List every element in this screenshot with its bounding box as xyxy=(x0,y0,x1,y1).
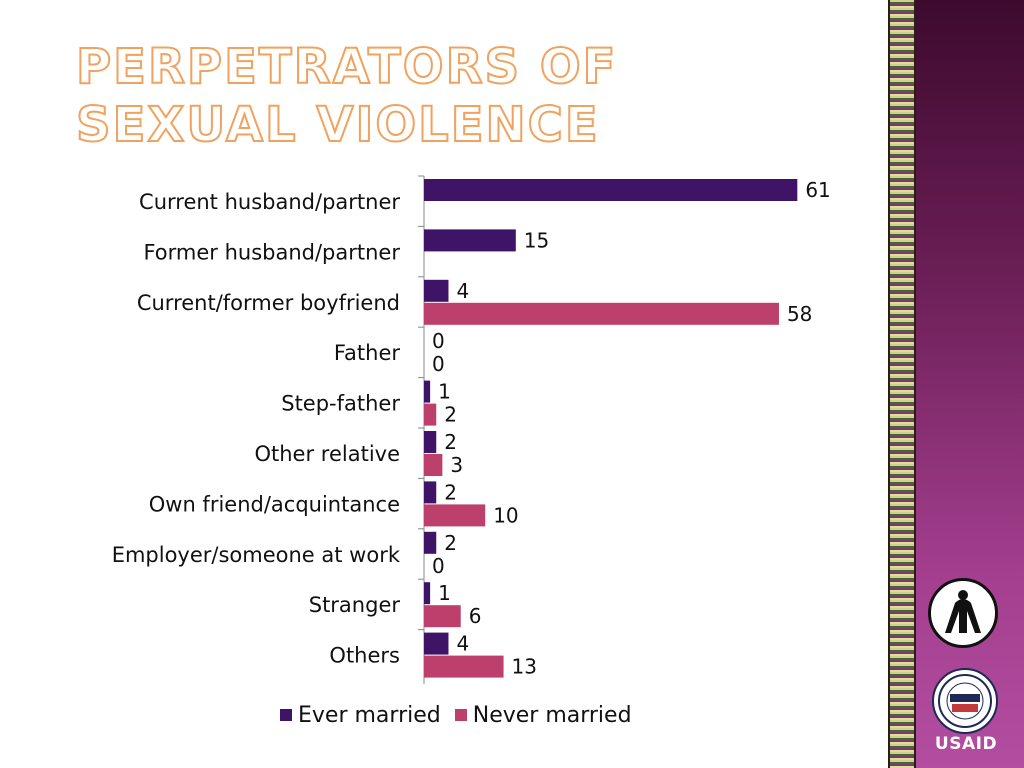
chart-legend: Ever married Never married xyxy=(280,702,632,728)
bar-ever-married-employer-someone-at-work xyxy=(424,531,437,554)
usaid-wordmark: USAID xyxy=(934,734,998,754)
legend-label-never-married: Never married xyxy=(472,702,632,728)
bar-never-married-own-friend-acquintance xyxy=(424,504,486,527)
bar-ever-married-others xyxy=(424,632,449,655)
data-label-never-married-employer-someone-at-work: 0 xyxy=(432,554,445,578)
data-label-never-married-current-former-boyfriend: 58 xyxy=(787,302,812,326)
data-label-never-married-step-father: 2 xyxy=(444,403,457,427)
data-label-never-married-others: 13 xyxy=(512,655,537,679)
bar-ever-married-step-father xyxy=(424,380,431,403)
usaid-seal-icon xyxy=(932,668,998,734)
category-label-employer-someone-at-work: Employer/someone at work xyxy=(112,543,401,567)
category-label-other-relative: Other relative xyxy=(254,442,400,466)
data-label-ever-married-father: 0 xyxy=(432,329,445,353)
seal-emblem-icon xyxy=(938,674,992,728)
data-label-never-married-stranger: 6 xyxy=(469,604,482,628)
data-label-ever-married-own-friend-acquintance: 2 xyxy=(444,480,457,504)
category-label-stranger: Stranger xyxy=(309,593,401,617)
legend-swatch-never-married xyxy=(454,709,467,721)
data-label-never-married-father: 0 xyxy=(432,352,445,376)
decorative-border-strip xyxy=(888,0,916,768)
bar-ever-married-other-relative xyxy=(424,431,437,453)
legend-item-ever-married: Ever married xyxy=(280,703,441,728)
bar-never-married-current-former-boyfriend xyxy=(424,302,779,325)
category-label-step-father: Step-father xyxy=(281,392,400,416)
legend-label-ever-married: Ever married xyxy=(298,702,441,728)
bar-never-married-step-father xyxy=(424,403,437,426)
data-label-ever-married-employer-someone-at-work: 2 xyxy=(444,531,457,555)
bar-never-married-others xyxy=(424,655,504,678)
legend-swatch-ever-married xyxy=(280,709,292,721)
category-label-former-husband-partner: Former husband/partner xyxy=(143,240,400,264)
bar-chart: Current husband/partner 61 Former husband/… xyxy=(0,160,880,760)
data-label-never-married-other-relative: 3 xyxy=(450,453,463,477)
data-label-ever-married-current-husband-partner: 61 xyxy=(805,178,830,202)
data-label-ever-married-other-relative: 2 xyxy=(444,430,457,454)
data-label-ever-married-step-father: 1 xyxy=(438,380,451,404)
bar-ever-married-stranger xyxy=(424,582,431,605)
bar-ever-married-current-former-boyfriend xyxy=(424,279,449,302)
data-label-never-married-own-friend-acquintance: 10 xyxy=(493,503,518,527)
category-label-others: Others xyxy=(329,644,400,668)
slide-title: Perpetrators of Sexual Violence xyxy=(75,38,618,154)
category-label-own-friend-acquintance: Own friend/acquintance xyxy=(149,492,400,516)
category-label-father: Father xyxy=(334,341,400,365)
bar-never-married-stranger xyxy=(424,605,461,628)
figures-logo-icon xyxy=(945,590,981,633)
bar-ever-married-current-husband-partner xyxy=(424,179,798,201)
bar-ever-married-former-husband-partner xyxy=(424,229,516,252)
legend-item-never-married: Never married xyxy=(454,702,632,728)
organization-logo-icon xyxy=(928,578,998,648)
data-label-ever-married-current-former-boyfriend: 4 xyxy=(456,279,469,303)
data-label-ever-married-stranger: 1 xyxy=(438,581,451,605)
category-label-current-husband-partner: Current husband/partner xyxy=(139,190,400,214)
data-label-ever-married-former-husband-partner: 15 xyxy=(524,228,549,252)
category-label-current-former-boyfriend: Current/former boyfriend xyxy=(137,291,400,315)
data-label-ever-married-others: 4 xyxy=(456,632,469,656)
bar-never-married-other-relative xyxy=(424,454,443,476)
bar-ever-married-own-friend-acquintance xyxy=(424,481,437,504)
